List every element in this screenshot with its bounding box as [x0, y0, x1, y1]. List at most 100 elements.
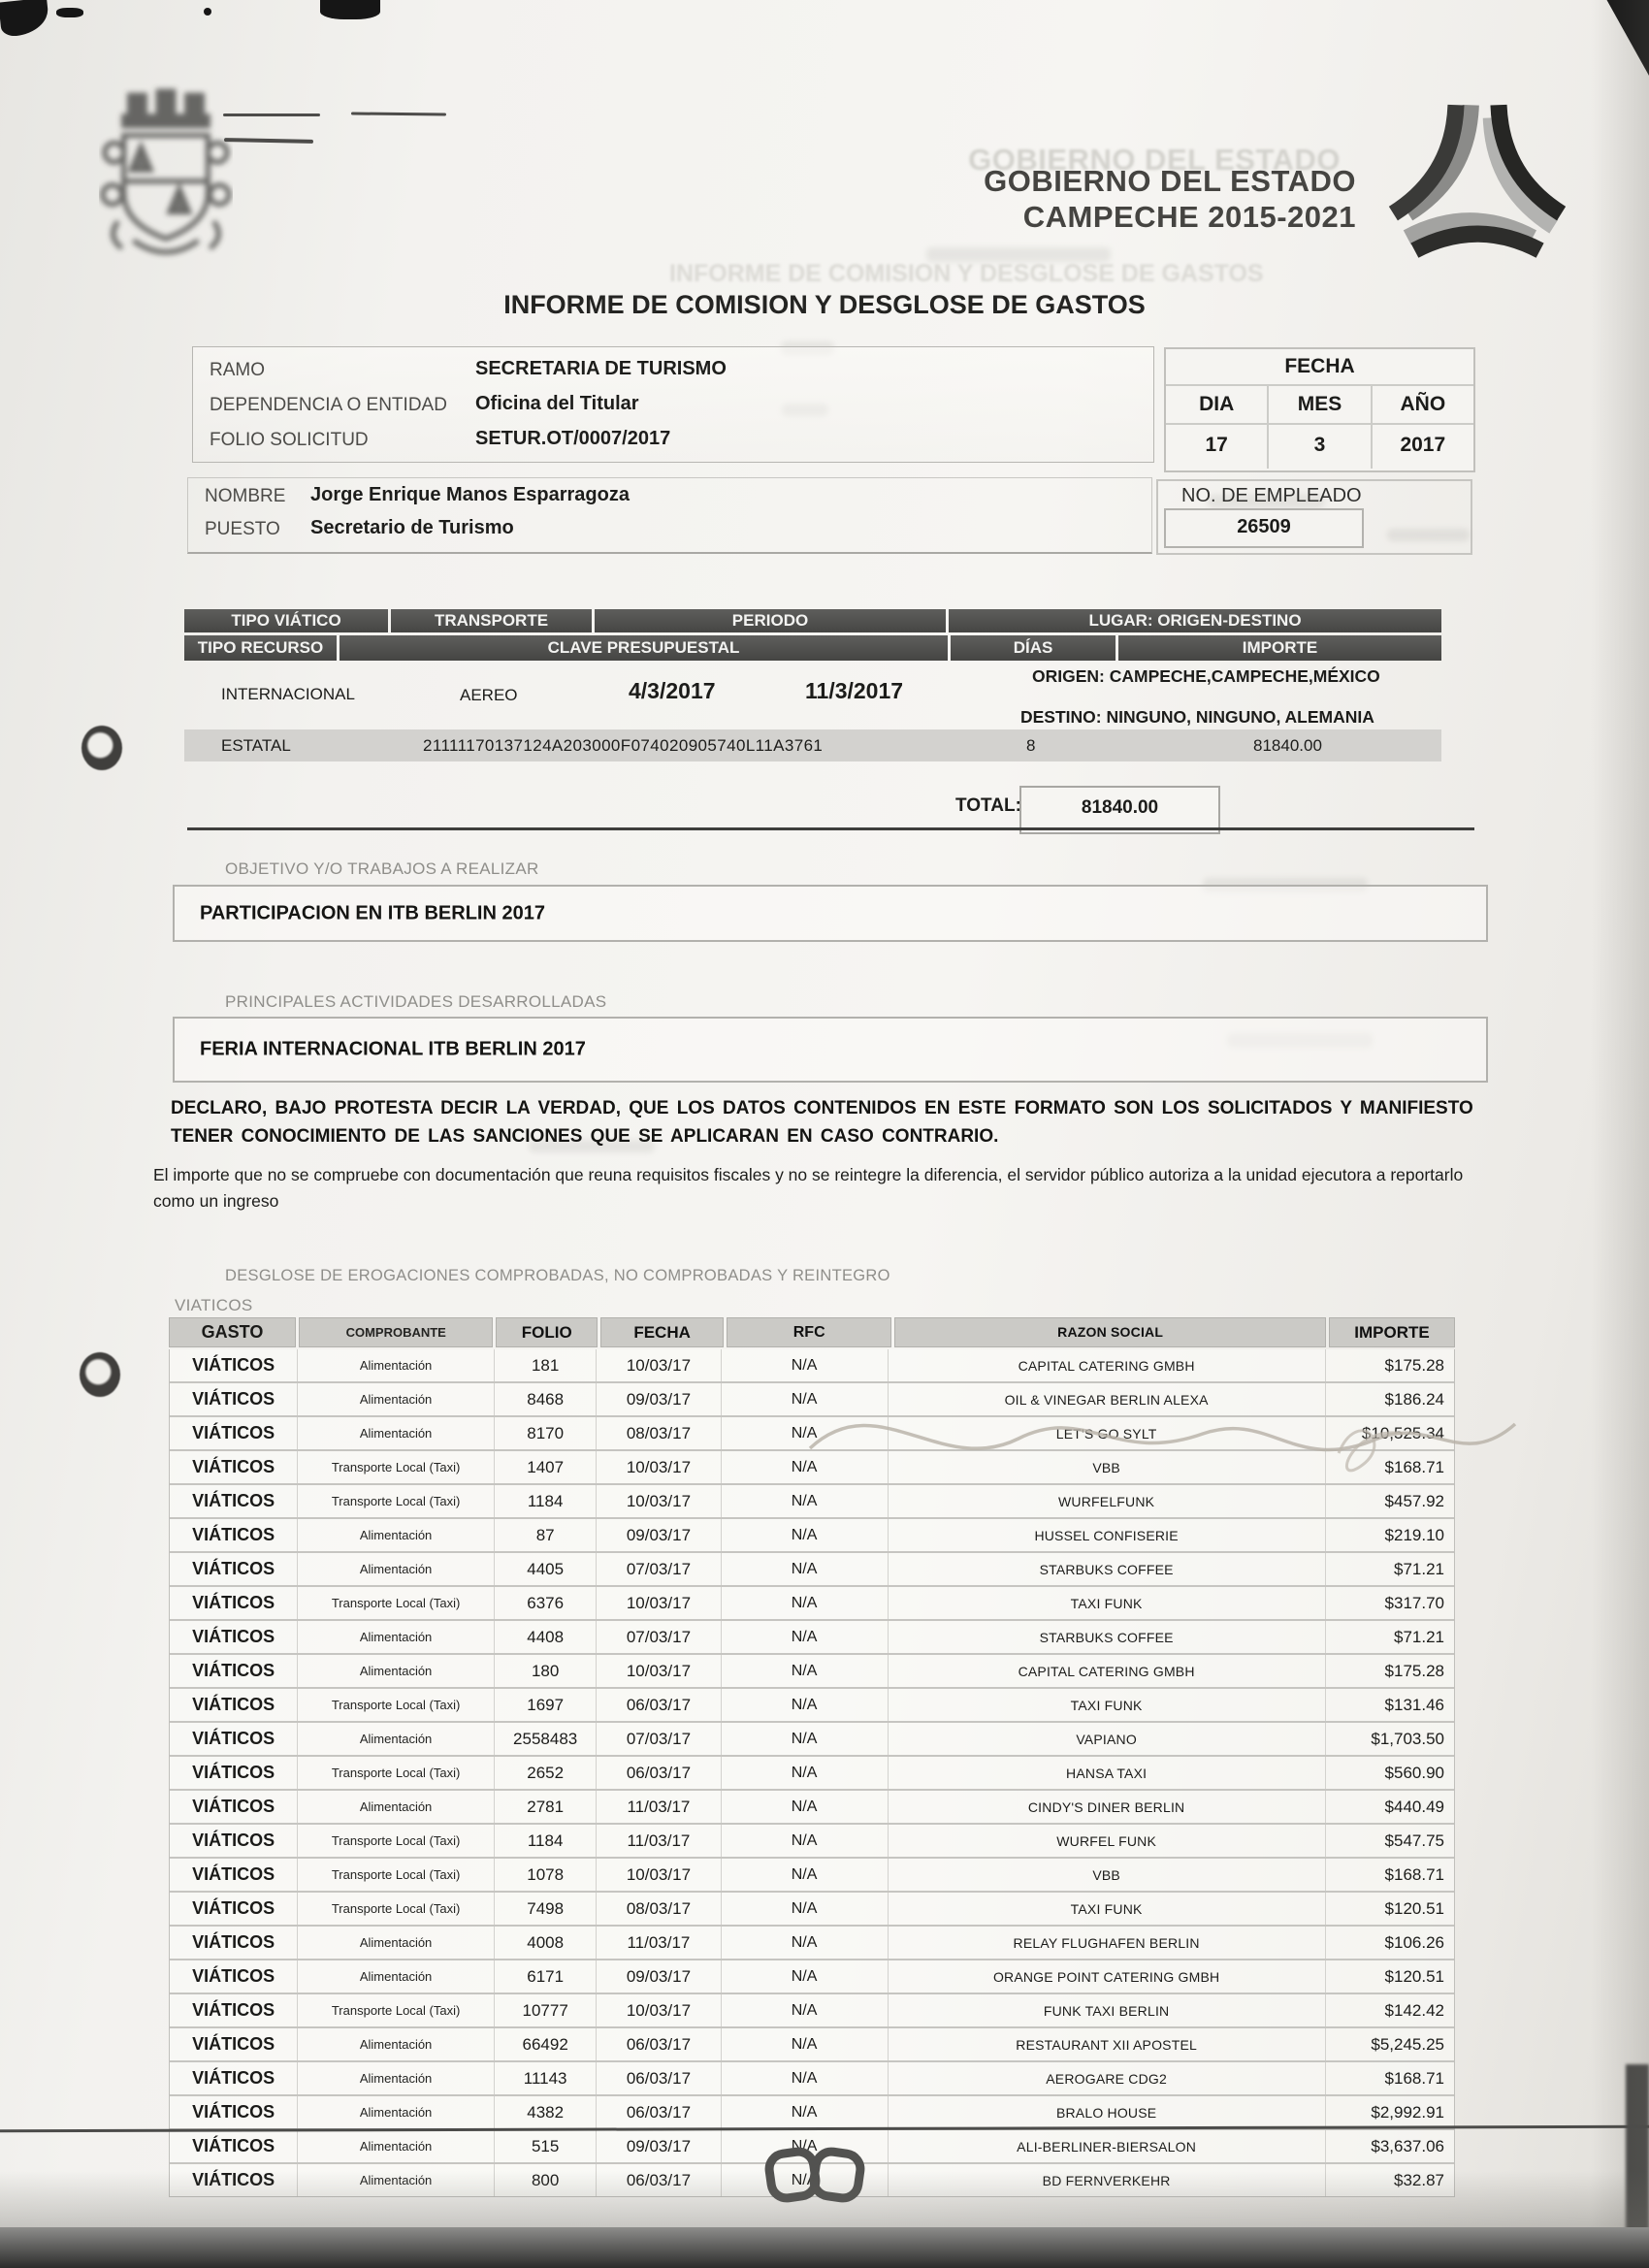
table-row: VIÁTICOS Transporte Local (Taxi) 6376 10/03…: [170, 1587, 1454, 1621]
table-cell: N/A: [722, 1791, 889, 1823]
table-cell: N/A: [722, 1893, 889, 1925]
ramo-value: SECRETARIA DE TURISMO: [475, 358, 727, 379]
table-cell: Alimentación: [298, 2028, 495, 2060]
fecha-title: FECHA: [1166, 349, 1473, 386]
tipo-recurso-value: ESTATAL: [221, 736, 291, 755]
col-tipo-recurso: TIPO RECURSO: [184, 635, 337, 661]
table-cell: WURFEL FUNK: [889, 1825, 1326, 1857]
table-cell: Transporte Local (Taxi): [298, 1859, 495, 1891]
table-cell: VIÁTICOS: [170, 2096, 299, 2128]
bleed-smudge: [1387, 529, 1470, 541]
table-cell: VIÁTICOS: [170, 1349, 299, 1381]
table-cell: $175.28: [1384, 1661, 1444, 1680]
table-cell: 09/03/17: [597, 2130, 722, 2162]
table-cell: $71.21: [1394, 1559, 1444, 1578]
mes-value: 3: [1269, 425, 1373, 469]
table-cell: $106.26: [1384, 1932, 1444, 1952]
table-cell: 800: [495, 2164, 598, 2196]
table-cell: OIL & VINEGAR BERLIN ALEXA: [889, 1383, 1326, 1415]
gov-title: GOBIERNO DEL ESTADO CAMPECHE 2015-2021: [984, 163, 1356, 235]
table-cell: CINDY'S DINER BERLIN: [889, 1791, 1326, 1823]
table-cell: $131.46: [1384, 1695, 1444, 1714]
table-cell: N/A: [722, 2062, 889, 2094]
table-cell: N/A: [722, 1417, 889, 1449]
objetivo-label: OBJETIVO Y/O TRABAJOS A REALIZAR: [225, 859, 539, 878]
total-value-box: 81840.00: [1019, 786, 1220, 834]
table-row: VIÁTICOS Alimentación 4408 07/03/17 N/A STARB…: [170, 1621, 1454, 1655]
table-row: VIÁTICOS Alimentación 6171 09/03/17 N/A ORANG…: [170, 1960, 1454, 1994]
dias-value: 8: [1026, 736, 1036, 755]
actividades-label: PRINCIPALES ACTIVIDADES DESARROLLADAS: [225, 992, 607, 1011]
table-row: VIÁTICOS Transporte Local (Taxi) 1184 10/03…: [170, 1485, 1454, 1519]
table-cell: STARBUKS COFFEE: [889, 1621, 1326, 1653]
table-cell: Alimentación: [298, 1655, 495, 1687]
table-cell: 8170: [495, 1417, 598, 1449]
col-dias: DÍAS: [951, 635, 1116, 661]
table-row: VIÁTICOS Transporte Local (Taxi) 1078 10/03…: [170, 1859, 1454, 1893]
table-cell: 07/03/17: [597, 1553, 722, 1585]
table-cell: VIÁTICOS: [170, 2130, 299, 2162]
ramo-label: RAMO: [210, 360, 265, 380]
periodo-inicio: 4/3/2017: [629, 678, 716, 703]
table-row: VIÁTICOS Transporte Local (Taxi) 10777 10/0…: [170, 1994, 1454, 2028]
table-cell: 1407: [495, 1451, 598, 1483]
table-cell: 1697: [495, 1689, 598, 1721]
table-cell: VIÁTICOS: [170, 2028, 299, 2060]
table-cell: $186.24: [1384, 1389, 1444, 1409]
scan-mark: [0, 0, 50, 38]
scan-mark: [56, 8, 83, 17]
header-fecha: FECHA: [600, 1317, 725, 1347]
table-cell: 181: [495, 1349, 598, 1381]
header-gasto: GASTO: [169, 1317, 297, 1347]
section-divider: [187, 827, 1474, 830]
table-row: VIÁTICOS Transporte Local (Taxi) 1184 11/03…: [170, 1825, 1454, 1859]
table-cell: N/A: [722, 1825, 889, 1857]
table-row: VIÁTICOS Alimentación 87 09/03/17 N/A HUSSEL …: [170, 1519, 1454, 1553]
nombre-label: NOMBRE: [205, 486, 286, 506]
table-cell: 10/03/17: [597, 1655, 722, 1687]
table-cell: 4008: [495, 1927, 598, 1959]
table-cell: 11/03/17: [597, 1927, 722, 1959]
table-row: VIÁTICOS Alimentación 8468 09/03/17 N/A OIL &…: [170, 1383, 1454, 1417]
table-cell: VIÁTICOS: [170, 1825, 299, 1857]
table-cell: Transporte Local (Taxi): [298, 1485, 495, 1517]
viatico-header-row1: TIPO VIÁTICO TRANSPORTE PERIODO LUGAR: O…: [184, 609, 1441, 632]
table-row: VIÁTICOS Alimentación 11143 06/03/17 N/A AERO…: [170, 2062, 1454, 2096]
table-cell: 11/03/17: [597, 1825, 722, 1857]
transporte-value: AEREO: [460, 686, 518, 704]
table-cell: VBB: [889, 1859, 1326, 1891]
reintegro-paragraph: El importe que no se compruebe con docum…: [153, 1165, 1464, 1211]
table-cell: $71.21: [1394, 1627, 1444, 1646]
hole-punch: [80, 1352, 120, 1397]
table-cell: VIÁTICOS: [170, 1994, 299, 2026]
table-cell: $168.71: [1384, 1864, 1444, 1884]
table-cell: $440.49: [1384, 1797, 1444, 1816]
total-label: TOTAL:: [955, 795, 1021, 816]
header-folio: FOLIO: [496, 1317, 598, 1347]
table-cell: Alimentación: [298, 1791, 495, 1823]
table-cell: N/A: [722, 1587, 889, 1619]
table-cell: $168.71: [1384, 1457, 1444, 1476]
table-row: VIÁTICOS Alimentación 2558483 07/03/17 N/A VA…: [170, 1723, 1454, 1757]
gov-title-ghost: GOBIERNO DEL ESTADO: [968, 143, 1341, 177]
table-cell: VIÁTICOS: [170, 1791, 299, 1823]
document-title: INFORME DE COMISION Y DESGLOSE DE GASTOS: [503, 290, 1146, 319]
employee-number-value: 26509: [1164, 508, 1364, 548]
table-cell: TAXI FUNK: [889, 1689, 1326, 1721]
table-cell: Alimentación: [298, 2164, 495, 2196]
table-cell: 4408: [495, 1621, 598, 1653]
footer-chain-logo: [764, 2147, 865, 2203]
table-cell: 09/03/17: [597, 1960, 722, 1993]
table-cell: 10/03/17: [597, 1451, 722, 1483]
table-cell: 2652: [495, 1757, 598, 1789]
table-cell: VIÁTICOS: [170, 1383, 299, 1415]
table-cell: N/A: [722, 1927, 889, 1959]
col-periodo: PERIODO: [595, 609, 946, 632]
table-cell: 06/03/17: [597, 1757, 722, 1789]
table-cell: $457.92: [1384, 1491, 1444, 1510]
table-cell: N/A: [722, 1519, 889, 1551]
table-cell: $5,245.25: [1371, 2034, 1444, 2054]
table-cell: BD FERNVERKEHR: [889, 2164, 1326, 2196]
table-row: VIÁTICOS Alimentación 4008 11/03/17 N/A RELAY…: [170, 1927, 1454, 1960]
